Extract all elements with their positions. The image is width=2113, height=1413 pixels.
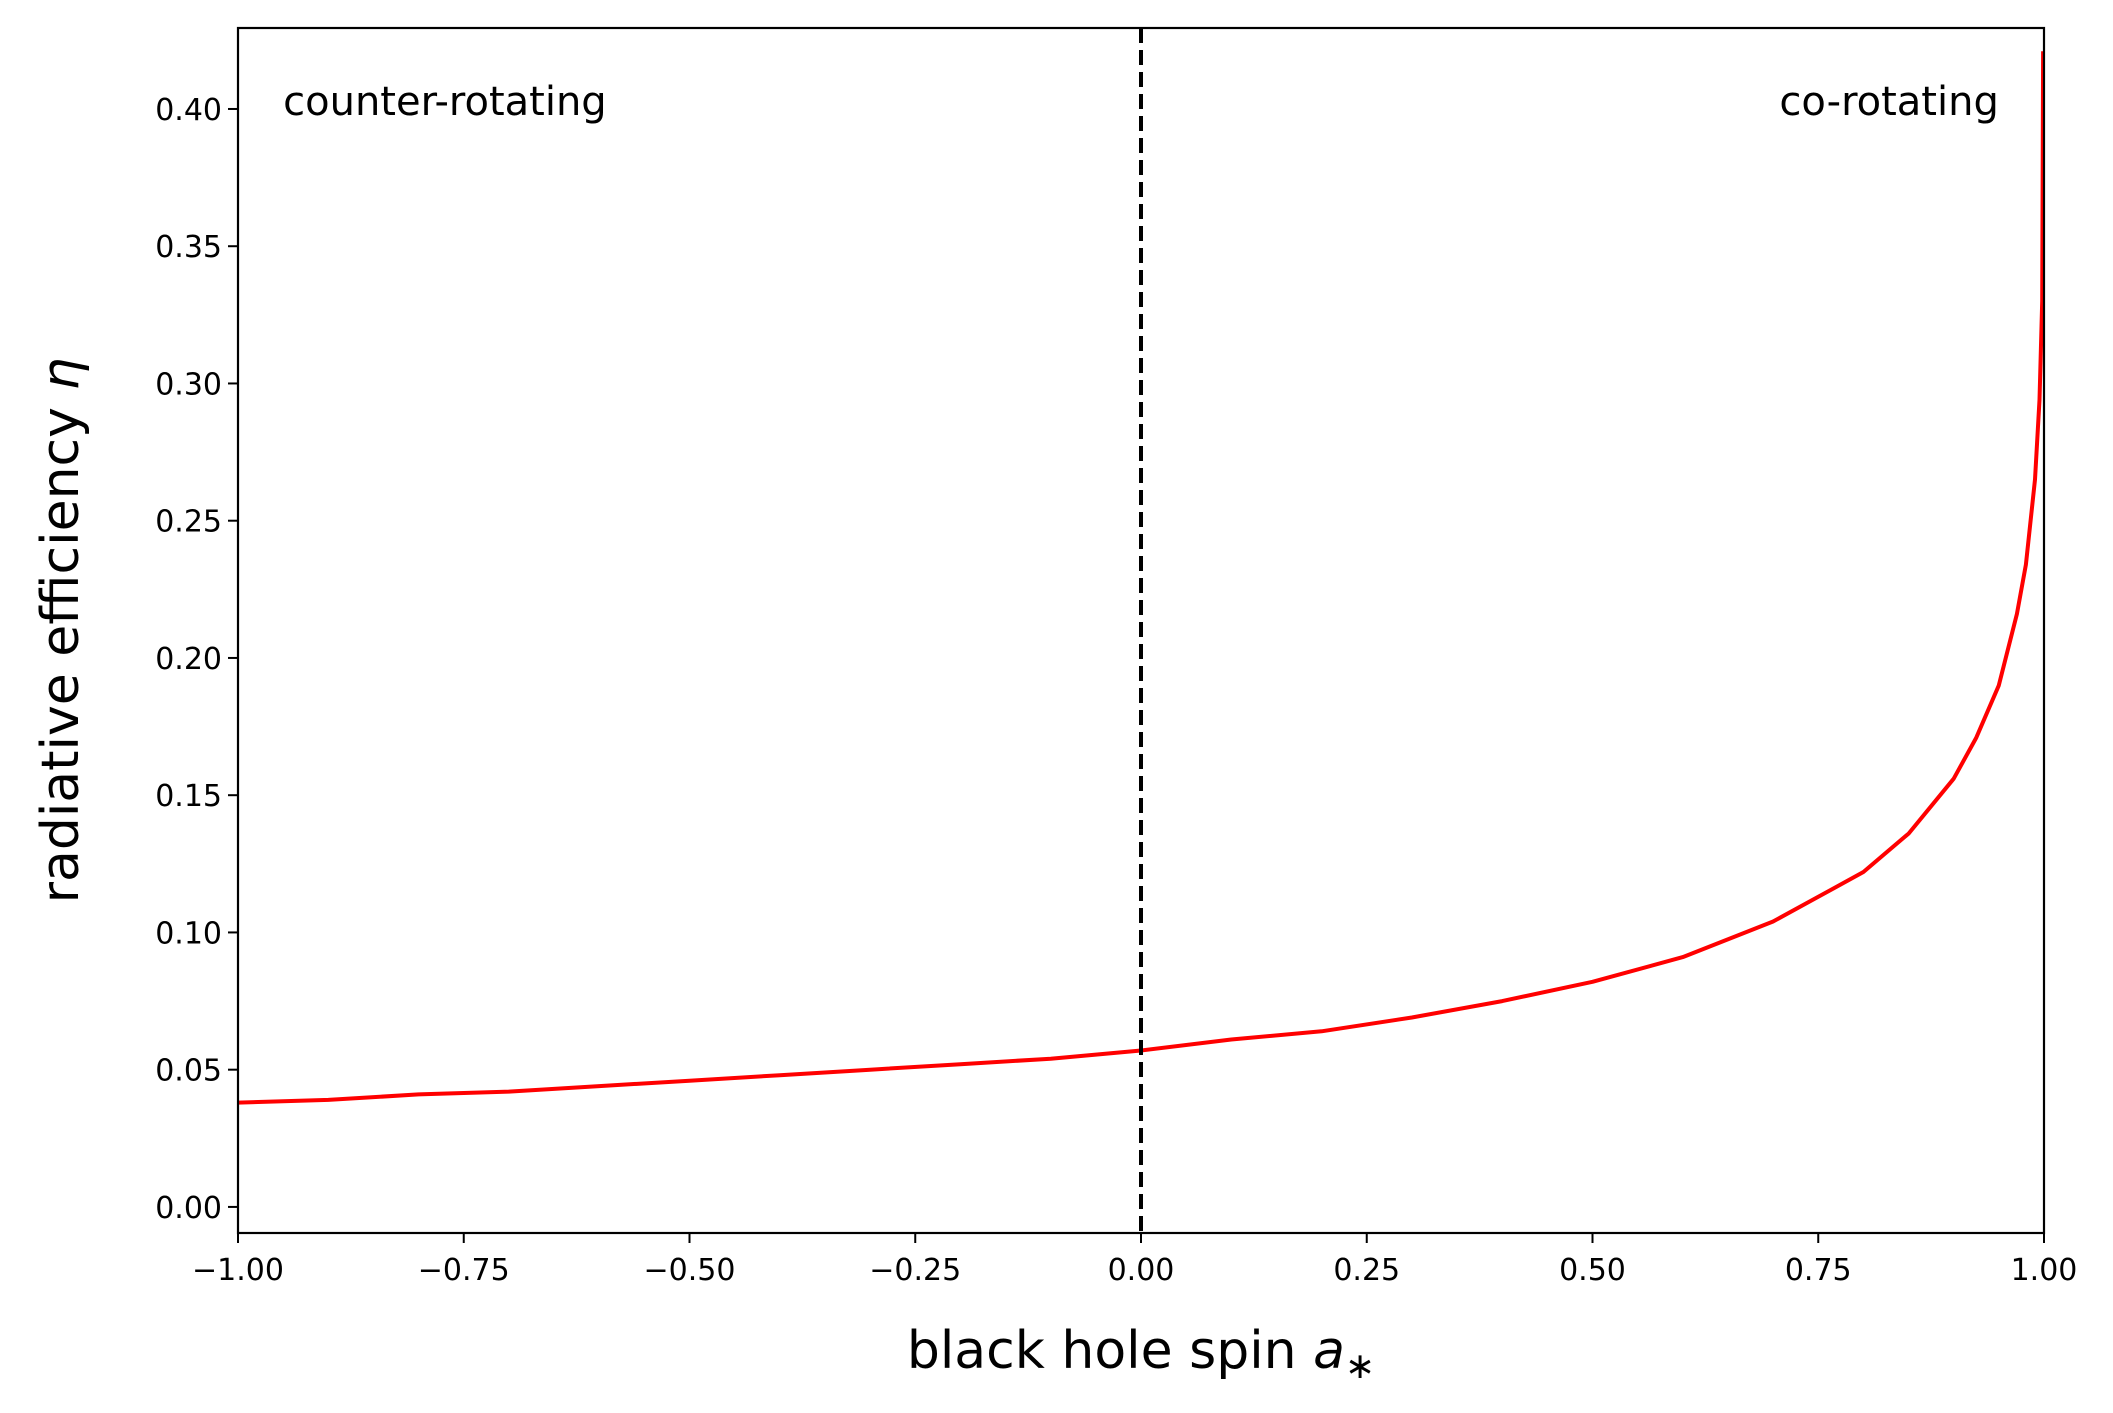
x-axis-title: black hole spin a∗: [907, 1321, 1375, 1387]
series-line-0: [238, 51, 2044, 1105]
y-tick-label: 0.35: [155, 230, 222, 265]
y-tick-label: 0.20: [155, 642, 222, 677]
y-tick-label: 0.10: [155, 916, 222, 951]
y-tick-label: 0.25: [155, 505, 222, 540]
x-axis-title-variable: a: [1313, 1321, 1345, 1381]
axes-frame: [236, 26, 2046, 1235]
y-tick-label: 0.05: [155, 1054, 222, 1089]
x-tick-label: −0.25: [869, 1253, 961, 1288]
y-axis-title-variable: η: [31, 358, 91, 391]
annotation-co-rotating: co-rotating: [1779, 79, 1998, 125]
x-tick-label: 0.25: [1333, 1253, 1400, 1288]
x-tick-label: 0.00: [1108, 1253, 1175, 1288]
y-tick-label: 0.15: [155, 779, 222, 814]
y-axis-ticks: 0.00 0.05 0.10 0.15 0.20 0.25 0.30 0.35 0.40: [155, 93, 238, 1226]
y-tick-label: 0.40: [155, 93, 222, 128]
x-tick-label: 1.00: [2011, 1253, 2078, 1288]
x-tick-label: −0.75: [418, 1253, 510, 1288]
x-tick-label: 0.75: [1785, 1253, 1852, 1288]
plot-area: [238, 28, 2044, 1233]
x-tick-label: 0.50: [1559, 1253, 1626, 1288]
y-axis-title: radiative efficiency η: [31, 358, 91, 904]
x-axis-title-subscript: ∗: [1345, 1346, 1375, 1387]
x-axis-title-text: black hole spin: [907, 1321, 1313, 1381]
y-axis-title-text: radiative efficiency: [31, 391, 91, 904]
x-tick-label: −0.50: [644, 1253, 736, 1288]
y-tick-label: 0.00: [155, 1191, 222, 1226]
y-tick-label: 0.30: [155, 367, 222, 402]
x-tick-label: −1.00: [192, 1253, 284, 1288]
x-axis-ticks: −1.00 −0.75 −0.50 −0.25 0.00 0.25 0.50 0.75 1.00: [192, 1233, 2077, 1288]
annotation-counter-rotating: counter-rotating: [283, 79, 607, 125]
